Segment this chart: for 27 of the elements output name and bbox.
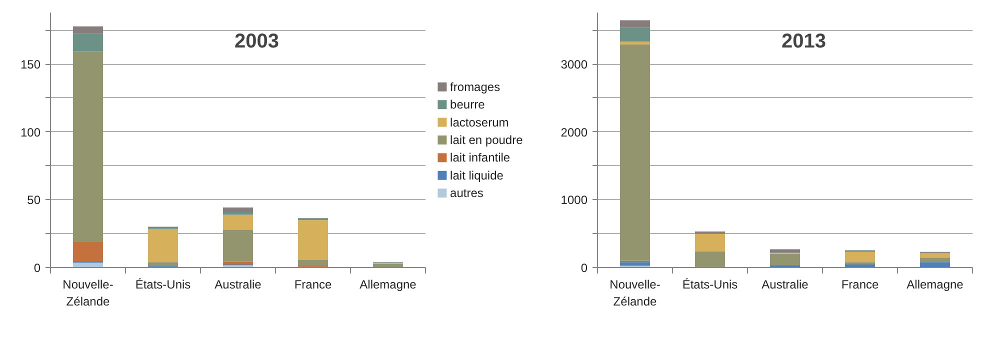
y-tick-label: 3000 — [560, 58, 588, 72]
x-tick-label: Australie — [762, 278, 809, 292]
x-tick-label: Allemagne — [360, 278, 417, 292]
y-tick-label: 0 — [34, 261, 41, 275]
y-tick-label: 150 — [20, 58, 41, 72]
x-tick-label: Australie — [214, 278, 262, 292]
x-tick-label: États-Unis — [682, 278, 738, 292]
x-tick-label: Nouvelle-Zélande — [610, 278, 660, 308]
text: 2013 — [782, 30, 826, 52]
y-tick-label: 0 — [580, 261, 588, 275]
x-tick-label: France — [841, 278, 879, 292]
y-tick-label: 50 — [27, 193, 41, 208]
x-tick-label: France — [294, 278, 332, 292]
y-tick-label: 100 — [20, 125, 41, 140]
x-tick-label: Nouvelle-Zélande — [62, 278, 114, 308]
x-tick-label: États-Unis — [135, 278, 191, 292]
y-tick-label: 1000 — [560, 193, 588, 208]
legend-label: fromages — [450, 80, 500, 94]
legend-label: lait en poudre — [450, 133, 524, 147]
legend-label: beurre — [450, 98, 486, 112]
x-tick-label: Allemagne — [906, 278, 964, 292]
y-tick-label: 2000 — [560, 125, 588, 140]
legend-label: lait liquide — [450, 168, 504, 182]
legend-label: lait infantile — [450, 150, 510, 165]
legend-label: autres — [450, 186, 484, 200]
legend-label: lactoserum — [450, 115, 509, 130]
text: 2003 — [234, 30, 280, 52]
